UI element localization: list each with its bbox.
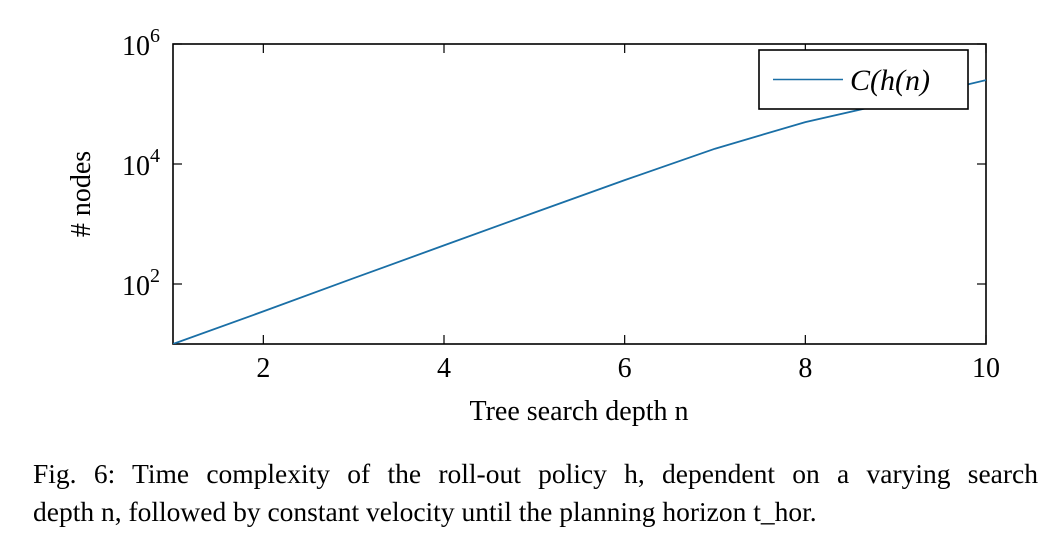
x-tick-label: 2 — [256, 353, 270, 384]
x-tick-label: 10 — [972, 353, 1000, 384]
legend: C(h(n) — [758, 49, 969, 110]
y-tick-label: 102 — [122, 265, 160, 302]
y-axis-label: # nodes — [66, 151, 97, 237]
y-tick-label: 106 — [122, 25, 160, 62]
series-line — [173, 79, 986, 344]
line-chart: 2 4 6 8 10 102 104 106 Tree search depth n # no… — [66, 25, 1000, 427]
y-tick-label: 104 — [122, 145, 160, 182]
x-axis-label: Tree search depth n — [469, 396, 688, 427]
plot-axes — [172, 43, 987, 345]
legend-label-series: C(h(n) — [850, 64, 930, 97]
caption-line-2: depth n, followed by constant velocity u… — [33, 496, 817, 527]
series-layer — [173, 79, 986, 344]
x-tick-label: 6 — [618, 353, 632, 384]
tick-labels: 2 4 6 8 10 102 104 106 — [122, 25, 1000, 384]
plot-frame — [172, 43, 987, 345]
x-tick-label: 8 — [798, 353, 812, 384]
caption-line-1: Fig. 6: Time complexity of the roll-out … — [33, 458, 1038, 489]
x-tick-label: 4 — [437, 353, 451, 384]
figure-caption: Fig. 6: Time complexity of the roll-out … — [33, 455, 1038, 531]
